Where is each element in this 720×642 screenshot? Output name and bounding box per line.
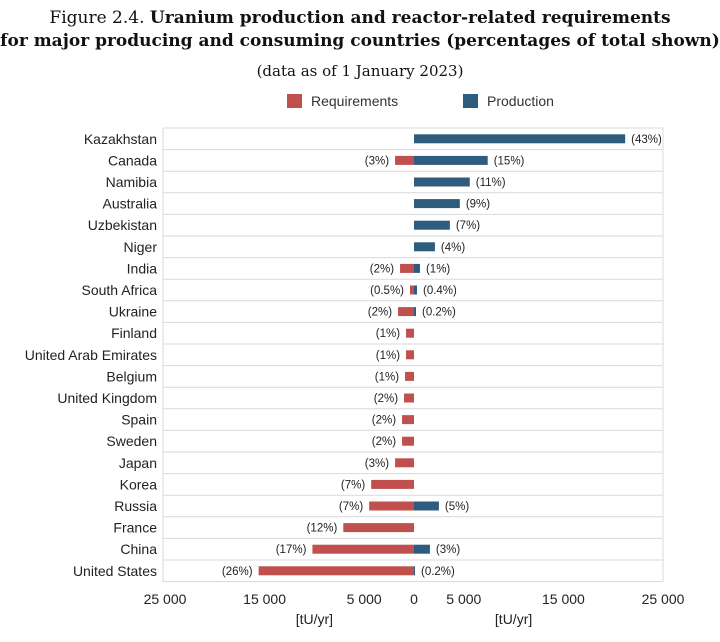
- x-tick-label: 5 000: [446, 591, 481, 607]
- x-tick-label: 15 000: [542, 591, 585, 607]
- data-label-production: (7%): [456, 220, 480, 232]
- bar-production: [414, 544, 430, 554]
- category-label: Ukraine: [109, 304, 157, 320]
- x-unit-label-right: [tU/yr]: [495, 611, 532, 627]
- category-label: Uzbekistan: [88, 217, 157, 233]
- bar-production: [414, 134, 626, 144]
- x-tick-label: 0: [410, 591, 418, 607]
- bar-requirements: [343, 523, 414, 533]
- category-label: South Africa: [82, 282, 158, 298]
- data-label-production: (4%): [441, 242, 465, 254]
- bar-requirements: [404, 393, 414, 403]
- category-label: United States: [73, 563, 157, 579]
- figure-title-line2: for major producing and consuming countr…: [0, 31, 720, 51]
- bar-requirements: [400, 263, 414, 273]
- data-label-requirements: (3%): [365, 458, 389, 470]
- figure-title-line1: Figure 2.4. Uranium production and react…: [0, 8, 720, 28]
- category-label: Namibia: [106, 174, 158, 190]
- category-label: Russia: [114, 498, 157, 514]
- bar-production: [414, 307, 416, 317]
- data-label-requirements: (7%): [339, 501, 363, 513]
- bar-production: [414, 177, 470, 187]
- data-label-requirements: (12%): [307, 523, 338, 535]
- legend-swatch-production: [463, 94, 478, 108]
- data-label-requirements: (1%): [376, 328, 400, 340]
- data-label-requirements: (1%): [375, 371, 399, 383]
- category-label: India: [127, 260, 158, 276]
- bar-requirements: [406, 328, 414, 338]
- x-tick-label: 25 000: [144, 591, 187, 607]
- legend-swatch-requirements: [287, 94, 302, 108]
- category-label: Japan: [119, 455, 157, 471]
- data-label-production: (15%): [494, 155, 525, 167]
- data-label-production: (1%): [426, 263, 450, 275]
- category-label: Australia: [103, 196, 158, 212]
- data-label-production: (0.2%): [421, 566, 455, 578]
- category-label: China: [120, 541, 157, 557]
- category-label: Sweden: [106, 433, 157, 449]
- data-label-requirements: (26%): [222, 566, 253, 578]
- category-label: Belgium: [106, 368, 157, 384]
- bar-requirements: [371, 479, 414, 489]
- category-label: United Arab Emirates: [25, 347, 157, 363]
- figure-title-main: Uranium production and reactor-related r…: [149, 8, 671, 28]
- x-tick-label: 5 000: [347, 591, 382, 607]
- category-label: Niger: [124, 239, 158, 255]
- x-tick-label: 25 000: [642, 591, 685, 607]
- category-label: Spain: [121, 412, 157, 428]
- bar-requirements: [258, 566, 414, 576]
- data-label-production: (43%): [631, 134, 662, 146]
- bar-requirements: [398, 307, 414, 317]
- figure-number: Figure 2.4.: [49, 8, 145, 28]
- category-label: Kazakhstan: [84, 131, 157, 147]
- category-label: France: [113, 520, 157, 536]
- bar-requirements: [369, 501, 414, 511]
- data-label-production: (11%): [476, 177, 506, 189]
- data-label-requirements: (2%): [374, 393, 398, 405]
- bar-requirements: [405, 371, 414, 381]
- bar-requirements: [395, 155, 414, 165]
- legend-label-requirements: Requirements: [311, 93, 398, 109]
- data-label-requirements: (1%): [376, 350, 400, 362]
- data-label-production: (5%): [445, 501, 469, 513]
- bar-requirements: [406, 350, 414, 360]
- data-label-production: (9%): [466, 199, 490, 211]
- bar-production: [414, 285, 417, 295]
- bar-requirements: [410, 285, 414, 295]
- bar-requirements: [402, 436, 414, 446]
- x-tick-label: 15 000: [243, 591, 286, 607]
- bar-requirements: [402, 415, 414, 425]
- data-label-requirements: (2%): [368, 307, 392, 319]
- data-label-requirements: (7%): [341, 479, 365, 491]
- category-label: Finland: [111, 325, 157, 341]
- data-label-production: (0.4%): [423, 285, 457, 297]
- bar-requirements: [312, 544, 414, 554]
- data-label-requirements: (2%): [370, 263, 394, 275]
- data-label-production: (0.2%): [422, 307, 456, 319]
- data-label-requirements: (2%): [372, 415, 396, 427]
- legend-label-production: Production: [487, 93, 554, 109]
- bar-production: [414, 501, 439, 511]
- data-label-production: (3%): [436, 544, 460, 556]
- data-label-requirements: (0.5%): [370, 285, 404, 297]
- bar-production: [414, 220, 450, 230]
- category-label: Canada: [108, 152, 157, 168]
- figure-subtitle: (data as of 1 January 2023): [256, 62, 464, 80]
- category-label: Korea: [120, 476, 158, 492]
- bar-production: [414, 566, 415, 576]
- data-label-requirements: (17%): [276, 544, 307, 556]
- x-unit-label-left: [tU/yr]: [296, 611, 333, 627]
- bar-production: [414, 199, 460, 209]
- bar-requirements: [395, 458, 414, 468]
- data-label-requirements: (3%): [365, 155, 389, 167]
- category-label: United Kingdom: [57, 390, 157, 406]
- bar-production: [414, 263, 420, 273]
- bar-production: [414, 155, 488, 165]
- data-label-requirements: (2%): [372, 436, 396, 448]
- bar-production: [414, 242, 435, 252]
